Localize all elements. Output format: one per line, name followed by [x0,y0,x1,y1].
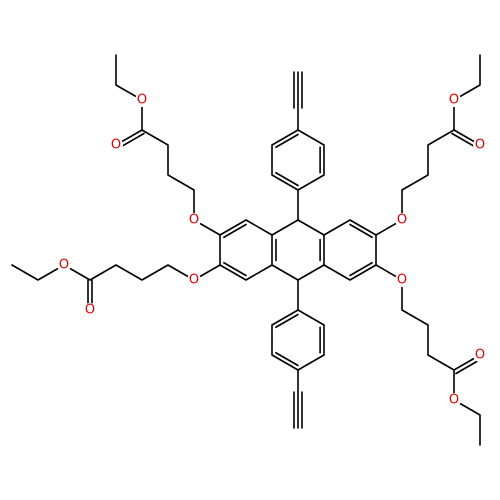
label-mask [473,138,487,152]
bonds [11,54,483,446]
label-mask [447,93,461,107]
top-alkyne [293,71,303,131]
atom-labels: O O O O O O O O O O O O [57,93,487,408]
atom-label: O [475,348,485,363]
label-mask [447,393,461,407]
atom-label: O [189,273,199,288]
core-middle-ring [271,219,325,281]
label-mask [473,348,487,362]
label-mask [57,258,71,272]
bottom-phenyl-double-bonds [275,313,321,367]
atom-label: O [449,393,459,408]
atom-label: O [449,93,459,108]
core-left-ring [219,219,273,281]
label-mask [395,273,409,287]
chain-upper-left [115,54,221,236]
atom-label: O [189,213,199,228]
label-mask [395,213,409,227]
chain-lower-right [375,264,483,446]
atom-label: O [59,258,69,273]
atom-label: O [85,303,95,318]
label-mask [83,303,97,317]
label-mask [187,213,201,227]
atom-label: O [397,273,407,288]
atom-label: O [475,138,485,153]
label-mask [187,273,201,287]
label-mask [135,93,149,107]
bottom-alkyne [293,369,303,429]
core-right-ring [323,219,377,281]
label-mask [109,138,123,152]
atom-label: O [397,213,407,228]
chain-upper-right [375,54,481,236]
atom-label: O [111,138,121,153]
atom-label: O [137,93,147,108]
core-double-bonds [223,223,373,277]
top-phenyl-double-bonds [275,133,321,187]
